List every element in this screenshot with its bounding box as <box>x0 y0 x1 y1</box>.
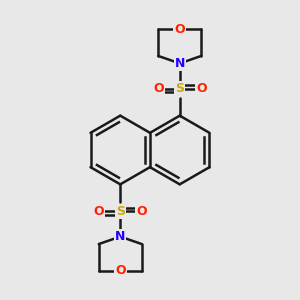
Text: N: N <box>115 230 125 243</box>
Text: O: O <box>153 82 164 95</box>
Text: O: O <box>93 205 104 218</box>
Text: O: O <box>115 264 126 278</box>
Text: O: O <box>196 82 207 95</box>
Text: S: S <box>175 82 184 95</box>
Text: O: O <box>136 205 147 218</box>
Text: N: N <box>175 57 185 70</box>
Text: O: O <box>174 22 185 36</box>
Text: S: S <box>116 205 125 218</box>
